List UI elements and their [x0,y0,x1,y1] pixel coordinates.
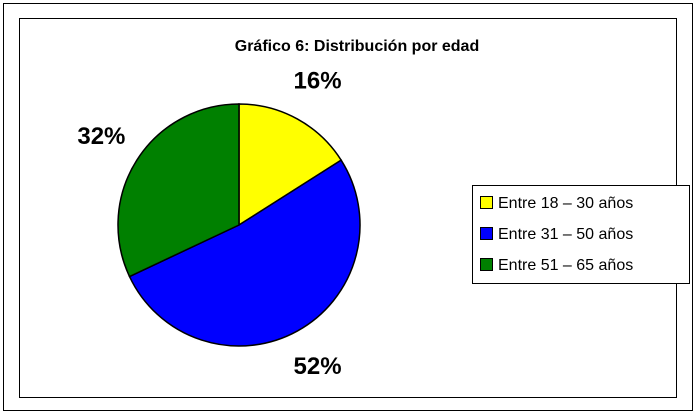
legend-label: Entre 18 – 30 años [498,195,633,212]
legend-label: Entre 31 – 50 años [498,226,633,243]
legend-label: Entre 51 – 65 años [498,257,633,274]
pie-slice [128,159,361,347]
data-label: 16% [294,68,342,95]
legend-swatch [480,258,493,271]
legend-box [472,185,690,284]
pie-slice [238,103,343,227]
legend-swatch [480,196,493,209]
chart-title: Gráfico 6: Distribución por edad [235,38,479,55]
data-label: 52% [294,353,342,380]
data-label: 32% [77,123,125,150]
legend-swatch [480,227,493,240]
pie-slice [117,103,240,278]
